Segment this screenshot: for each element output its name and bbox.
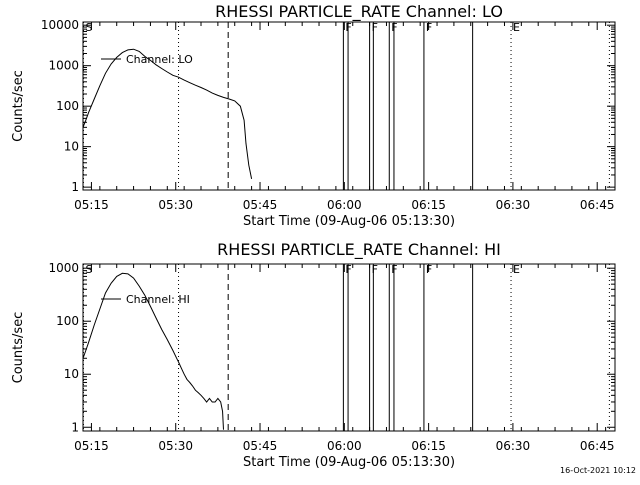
y-axis-label-hi: Counts/sec (11, 312, 26, 384)
y-tick-label-lo-4: 10000 (41, 18, 79, 32)
plot-frame-lo (82, 21, 616, 191)
y-tick-label-lo-1: 10 (64, 140, 79, 154)
x-tick-label-hi-0: 05:15 (74, 439, 109, 453)
x-axis-label-hi: Start Time (09-Aug-06 05:13:30) (243, 455, 455, 470)
x-tick-label-lo-4: 06:15 (411, 198, 446, 212)
x-tick-label-lo-0: 05:15 (74, 198, 109, 212)
x-tick-label-lo-1: 05:30 (158, 198, 193, 212)
x-tick-label-lo-2: 05:45 (243, 198, 278, 212)
y-tick-label-hi-2: 100 (56, 314, 79, 328)
legend-label-lo: Channel: LO (126, 53, 193, 66)
marker-label-lo-0: S (85, 21, 92, 34)
marker-label-lo-5: F (372, 21, 378, 34)
footer-timestamp: 16-Oct-2021 10:12 (560, 466, 636, 475)
x-tick-label-hi-3: 06:00 (327, 439, 362, 453)
marker-label-lo-9: F (426, 21, 432, 34)
chart-title-hi: RHESSI PARTICLE_RATE Channel: HI (217, 240, 501, 260)
x-tick-label-hi-6: 06:45 (580, 439, 615, 453)
x-tick-label-hi-5: 06:30 (496, 439, 531, 453)
chart-title-lo: RHESSI PARTICLE_RATE Channel: LO (215, 2, 503, 22)
series-line-hi-0 (82, 272, 224, 430)
chart-panel-hi: RHESSI PARTICLE_RATE Channel: HI Start Ti… (11, 240, 616, 470)
x-tick-label-lo-3: 06:00 (327, 198, 362, 212)
plot-frame-hi (82, 263, 616, 432)
series-line-lo-0 (82, 48, 253, 179)
y-tick-label-hi-0: 1 (71, 420, 79, 434)
marker-label-hi-9: F (426, 263, 432, 276)
y-tick-label-lo-2: 100 (56, 99, 79, 113)
x-tick-label-hi-4: 06:15 (411, 439, 446, 453)
x-tick-label-lo-6: 06:45 (580, 198, 615, 212)
marker-label-hi-0: S (85, 263, 92, 276)
y-axis-label-lo: Counts/sec (11, 70, 26, 142)
legend-label-hi: Channel: HI (126, 293, 190, 306)
y-tick-label-lo-0: 1 (71, 180, 79, 194)
marker-label-hi-11: E (513, 263, 520, 276)
y-tick-label-hi-3: 1000 (48, 261, 79, 275)
x-tick-label-hi-1: 05:30 (158, 439, 193, 453)
y-tick-label-hi-1: 10 (64, 367, 79, 381)
x-tick-label-lo-5: 06:30 (496, 198, 531, 212)
y-tick-label-lo-3: 1000 (48, 59, 79, 73)
chart-panel-lo: RHESSI PARTICLE_RATE Channel: LO Start Ti… (11, 2, 616, 229)
marker-label-hi-5: F (372, 263, 378, 276)
x-axis-label-lo: Start Time (09-Aug-06 05:13:30) (243, 214, 455, 229)
marker-label-lo-11: E (513, 21, 520, 34)
x-tick-label-hi-2: 05:45 (243, 439, 278, 453)
